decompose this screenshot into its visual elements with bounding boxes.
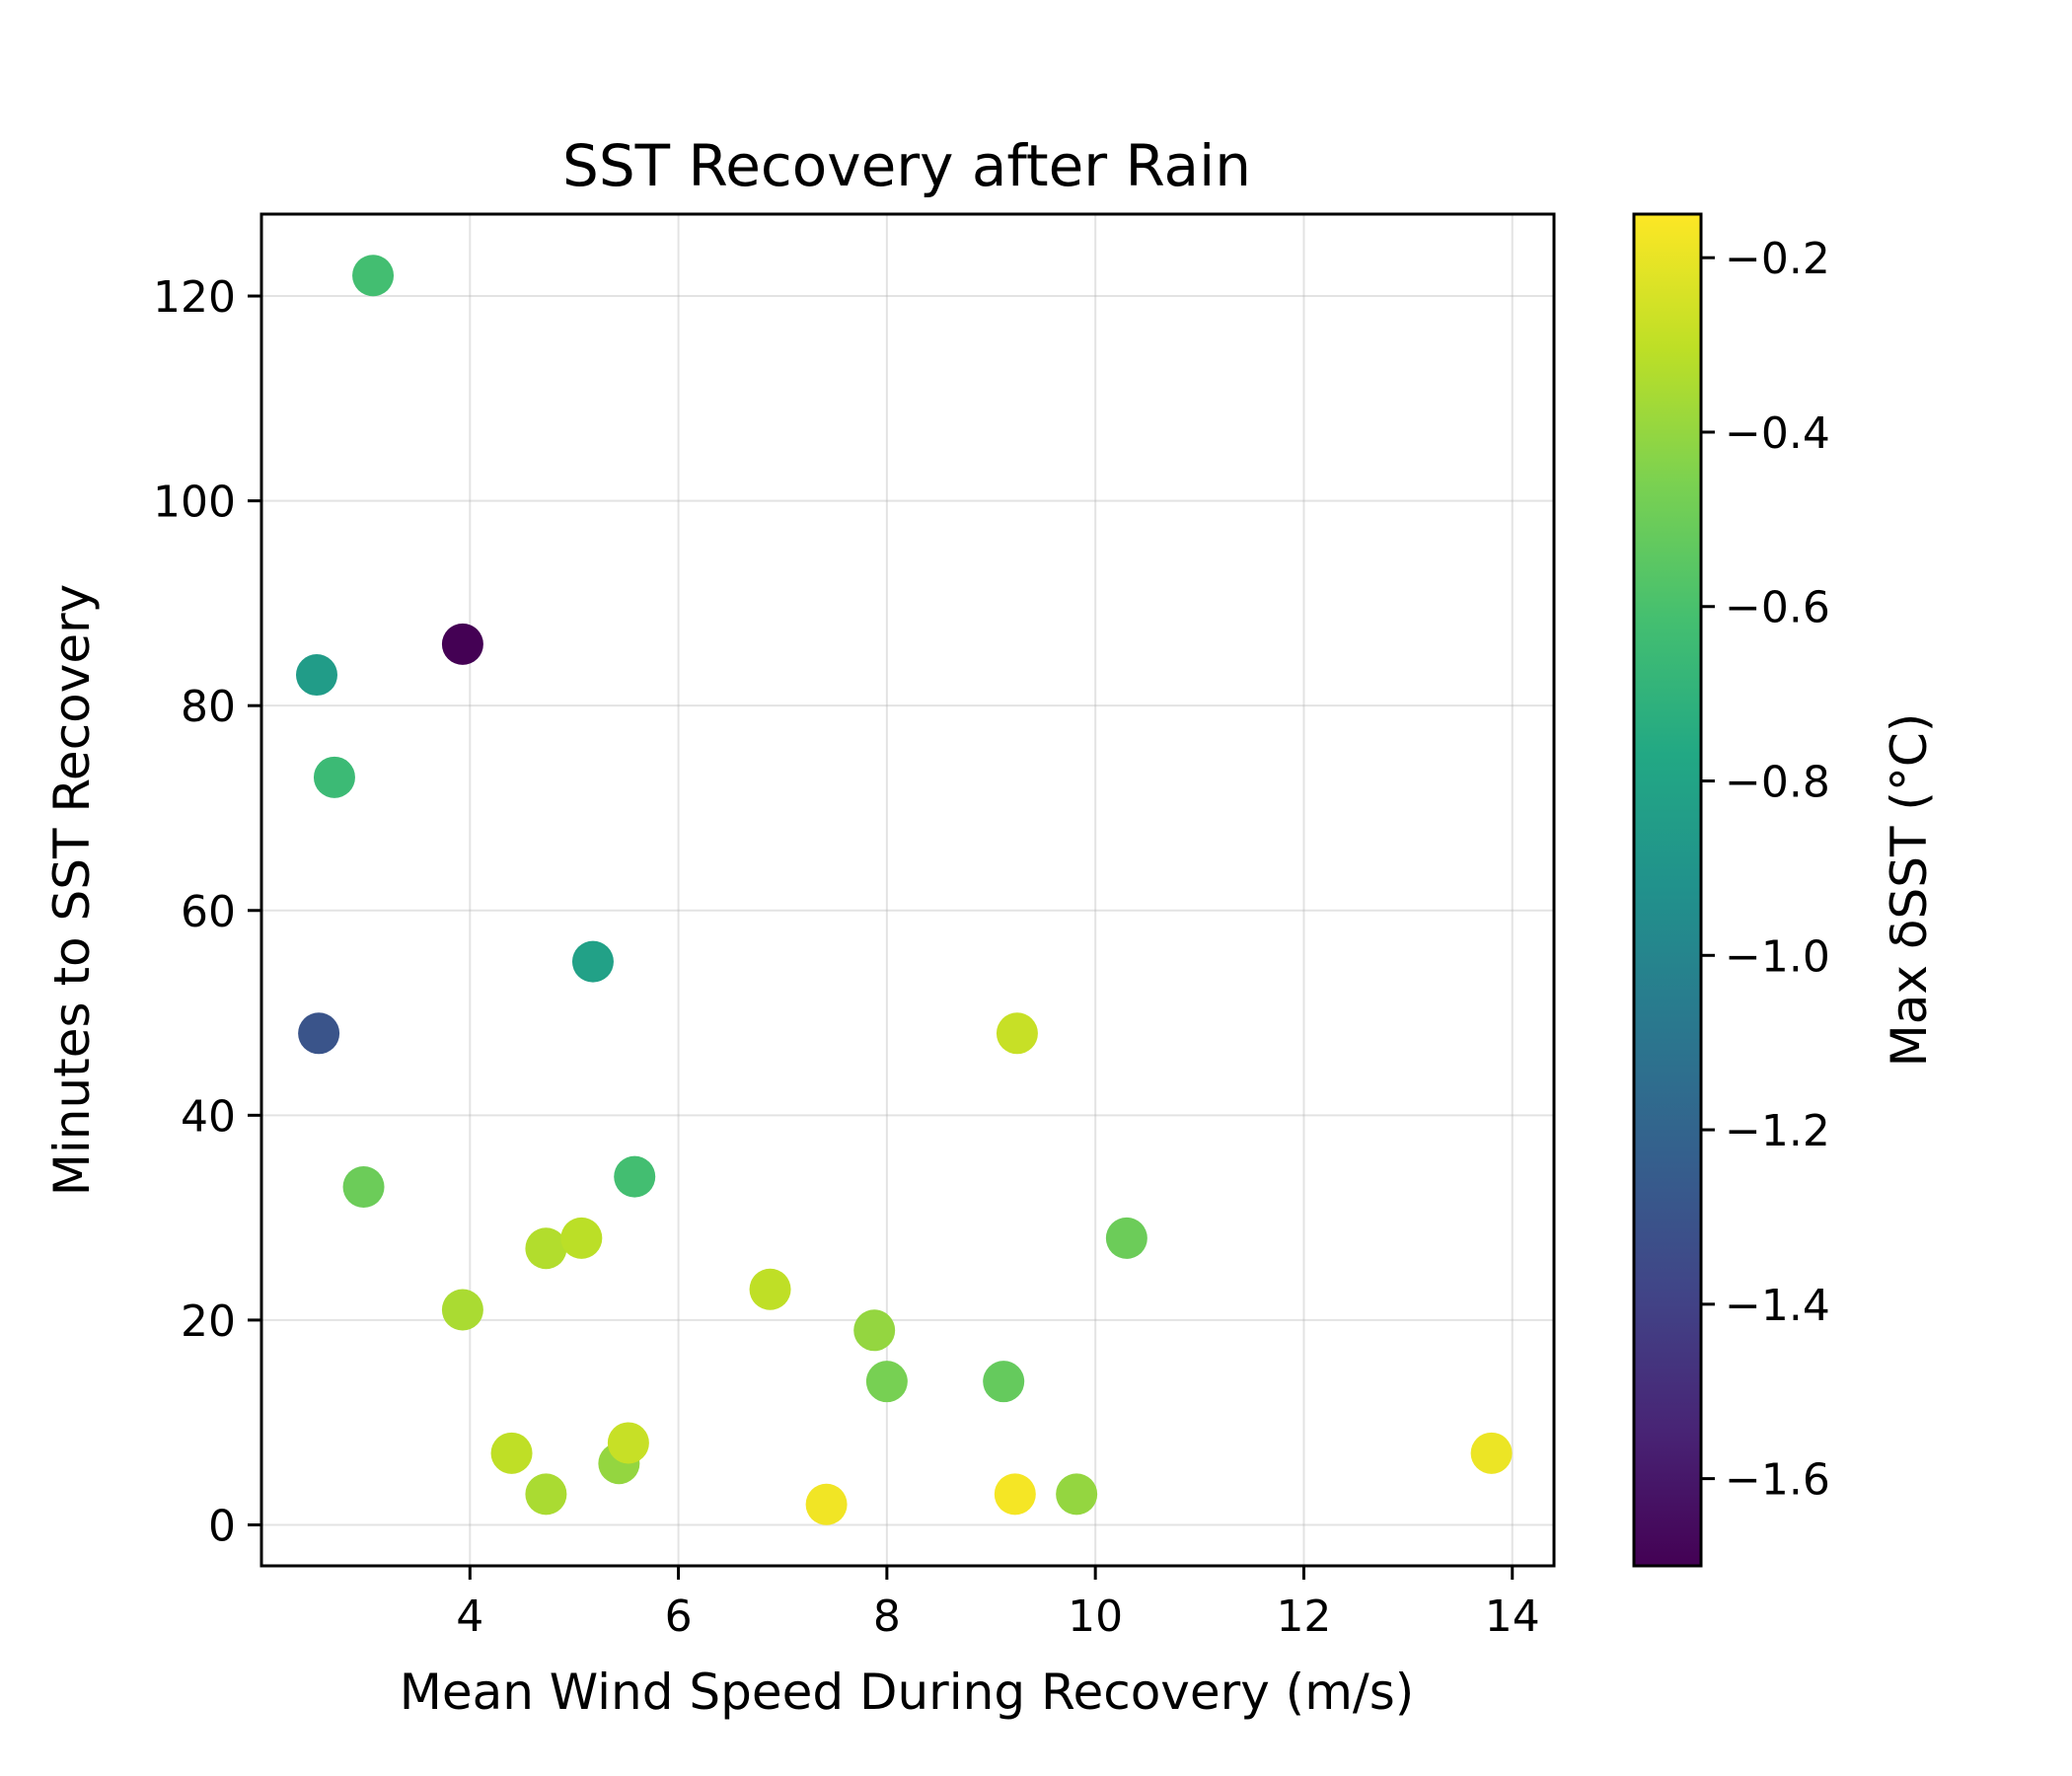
scatter-point xyxy=(441,623,483,665)
scatter-point xyxy=(614,1155,656,1198)
scatter-point xyxy=(352,255,395,297)
scatter-point xyxy=(994,1473,1036,1516)
colorbar-label: Max δSST (°C) xyxy=(1881,713,1938,1068)
colorbar-ticks: −0.2 −0.4 −0.6 −0.8 −1.0 −1.2 −1.4 −1.6 xyxy=(1701,234,1830,1506)
scatter-point xyxy=(560,1217,603,1259)
plot-frame xyxy=(259,212,1556,1568)
y-tick-label: 0 xyxy=(208,1501,236,1551)
y-axis-label: Minutes to SST Recovery xyxy=(43,584,101,1197)
scatter-point xyxy=(571,940,614,983)
colorbar-tick-label: −0.6 xyxy=(1725,583,1830,633)
x-axis-label: Mean Wind Speed During Recovery (m/s) xyxy=(400,1664,1415,1721)
colorbar-tick-label: −0.2 xyxy=(1725,234,1830,284)
colorbar-tick-label: −0.8 xyxy=(1725,758,1830,808)
scatter-point xyxy=(342,1165,385,1208)
scatter-point xyxy=(525,1473,567,1516)
scatter-point xyxy=(996,1012,1038,1055)
scatter-point xyxy=(525,1227,567,1270)
scatter-point xyxy=(441,1289,483,1331)
scatter-point xyxy=(607,1422,649,1464)
scatter-points xyxy=(295,255,1513,1525)
x-tick-label: 8 xyxy=(873,1591,901,1642)
y-axis: 0 20 40 60 80 100 120 xyxy=(153,272,261,1551)
x-tick-label: 14 xyxy=(1485,1591,1540,1642)
scatter-point xyxy=(1056,1473,1098,1516)
colorbar-tick-label: −1.2 xyxy=(1725,1106,1830,1156)
y-tick-label: 60 xyxy=(181,887,236,937)
y-tick-label: 80 xyxy=(181,682,236,732)
colorbar-tick-label: −0.4 xyxy=(1725,408,1830,459)
scatter-point xyxy=(1470,1432,1513,1474)
x-tick-label: 12 xyxy=(1276,1591,1331,1642)
scatter-point xyxy=(853,1309,896,1352)
scatter-point xyxy=(983,1361,1025,1403)
scatter-point xyxy=(865,1361,908,1403)
y-tick-label: 100 xyxy=(153,478,236,528)
y-tick-label: 40 xyxy=(181,1091,236,1142)
scatter-point xyxy=(1105,1217,1147,1259)
chart-title: SST Recovery after Rain xyxy=(562,132,1251,199)
colorbar-tick-label: −1.6 xyxy=(1725,1455,1830,1506)
scatter-point xyxy=(490,1432,533,1474)
scatter-point xyxy=(295,654,337,697)
grid xyxy=(261,214,1554,1566)
scatter-point xyxy=(805,1483,848,1525)
colorbar-tick-label: −1.0 xyxy=(1725,931,1830,982)
x-tick-label: 6 xyxy=(665,1591,693,1642)
scatter-point xyxy=(749,1268,791,1310)
y-tick-label: 120 xyxy=(153,272,236,323)
scatter-point xyxy=(313,756,355,798)
x-axis: 4 6 8 10 12 14 xyxy=(456,1566,1540,1642)
colorbar-tick-label: −1.4 xyxy=(1725,1281,1830,1331)
colorbar-gradient xyxy=(1632,212,1703,1568)
colorbar: −0.2 −0.4 −0.6 −0.8 −1.0 −1.2 −1.4 −1.6 Max δSS… xyxy=(1632,212,1938,1568)
x-tick-label: 10 xyxy=(1068,1591,1123,1642)
scatter-point xyxy=(298,1012,340,1055)
x-tick-label: 4 xyxy=(456,1591,483,1642)
y-tick-label: 20 xyxy=(181,1296,236,1347)
